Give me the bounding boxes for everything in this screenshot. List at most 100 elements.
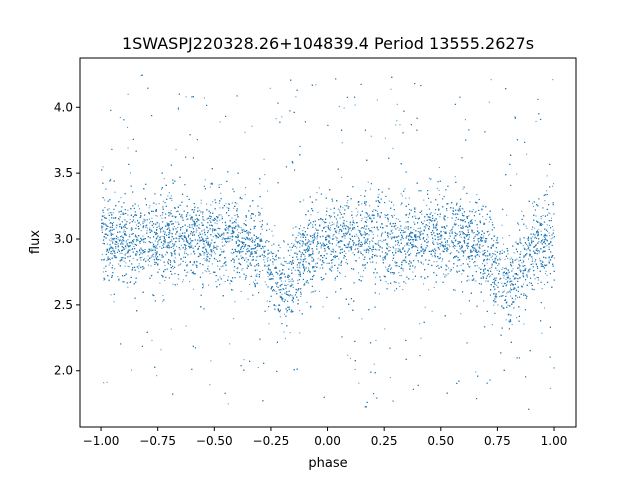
data-point bbox=[281, 293, 283, 295]
data-point bbox=[468, 236, 470, 238]
data-point bbox=[263, 158, 265, 160]
data-point bbox=[472, 209, 474, 211]
data-point bbox=[239, 241, 241, 243]
data-point bbox=[212, 201, 214, 203]
data-point bbox=[161, 254, 163, 256]
data-point bbox=[140, 216, 142, 218]
data-point bbox=[108, 219, 110, 221]
data-point bbox=[476, 230, 478, 232]
data-point bbox=[377, 242, 379, 244]
data-point bbox=[267, 276, 269, 278]
data-point bbox=[489, 276, 491, 278]
data-point bbox=[150, 256, 152, 258]
data-point bbox=[138, 267, 140, 269]
data-point bbox=[417, 247, 419, 249]
data-point bbox=[154, 252, 156, 254]
data-point bbox=[127, 214, 129, 216]
data-point bbox=[299, 332, 301, 334]
data-point bbox=[542, 251, 544, 253]
data-point bbox=[191, 226, 193, 228]
data-point bbox=[206, 235, 208, 237]
data-point bbox=[544, 273, 546, 275]
data-point bbox=[243, 247, 245, 249]
data-point bbox=[364, 240, 366, 242]
data-point bbox=[175, 221, 177, 223]
data-point bbox=[315, 263, 317, 265]
data-point bbox=[165, 245, 167, 247]
data-point bbox=[544, 200, 546, 202]
data-point bbox=[320, 246, 322, 248]
data-point bbox=[395, 250, 397, 252]
data-point bbox=[142, 250, 144, 252]
data-point bbox=[550, 238, 552, 240]
data-point bbox=[475, 371, 477, 373]
data-point bbox=[257, 205, 259, 207]
data-point bbox=[283, 241, 285, 243]
data-point bbox=[200, 199, 202, 201]
data-point bbox=[507, 304, 509, 306]
data-point bbox=[435, 265, 437, 267]
data-point bbox=[289, 246, 291, 248]
data-point bbox=[493, 282, 495, 284]
data-point bbox=[264, 264, 266, 266]
data-point bbox=[212, 236, 214, 238]
data-point bbox=[212, 231, 214, 233]
data-point bbox=[268, 267, 270, 269]
data-point bbox=[310, 307, 312, 309]
data-point bbox=[161, 214, 163, 216]
data-point bbox=[145, 242, 147, 244]
data-point bbox=[108, 247, 110, 249]
data-point bbox=[150, 248, 152, 250]
data-point bbox=[297, 242, 299, 244]
data-point bbox=[398, 240, 400, 242]
data-point bbox=[323, 228, 325, 230]
data-point bbox=[378, 240, 380, 242]
data-point bbox=[178, 278, 180, 280]
data-point bbox=[549, 235, 551, 237]
data-point bbox=[221, 241, 223, 243]
data-point bbox=[406, 242, 408, 244]
data-point bbox=[518, 224, 520, 226]
data-point bbox=[492, 282, 494, 284]
data-point bbox=[442, 244, 444, 246]
data-point bbox=[439, 194, 441, 196]
data-point bbox=[267, 265, 269, 267]
data-point bbox=[342, 224, 344, 226]
data-point bbox=[475, 244, 477, 246]
data-point bbox=[405, 226, 407, 228]
data-point bbox=[126, 244, 128, 246]
data-point bbox=[490, 79, 492, 81]
data-point bbox=[482, 263, 484, 265]
data-point bbox=[354, 260, 356, 262]
data-point bbox=[244, 278, 246, 280]
data-point bbox=[317, 211, 319, 213]
data-point bbox=[307, 250, 309, 252]
data-point bbox=[421, 223, 423, 225]
data-point bbox=[414, 215, 416, 217]
data-point bbox=[324, 249, 326, 251]
data-point bbox=[237, 224, 239, 226]
data-point bbox=[447, 203, 449, 205]
data-point bbox=[320, 247, 322, 249]
data-point bbox=[516, 258, 518, 260]
data-point bbox=[548, 246, 550, 248]
data-point bbox=[336, 238, 338, 240]
data-point bbox=[462, 208, 464, 210]
data-point bbox=[290, 262, 292, 264]
data-point bbox=[176, 246, 178, 248]
data-point bbox=[266, 260, 268, 262]
data-point bbox=[468, 215, 470, 217]
data-point bbox=[178, 253, 180, 255]
data-point bbox=[317, 229, 319, 231]
data-point bbox=[218, 202, 220, 204]
data-point bbox=[355, 248, 357, 250]
data-point bbox=[481, 209, 483, 211]
data-point bbox=[134, 221, 136, 223]
data-point bbox=[443, 216, 445, 218]
data-point bbox=[473, 232, 475, 234]
data-point bbox=[102, 271, 104, 273]
data-point bbox=[413, 221, 415, 223]
data-point bbox=[147, 255, 149, 257]
data-point bbox=[293, 244, 295, 246]
data-point bbox=[357, 211, 359, 213]
